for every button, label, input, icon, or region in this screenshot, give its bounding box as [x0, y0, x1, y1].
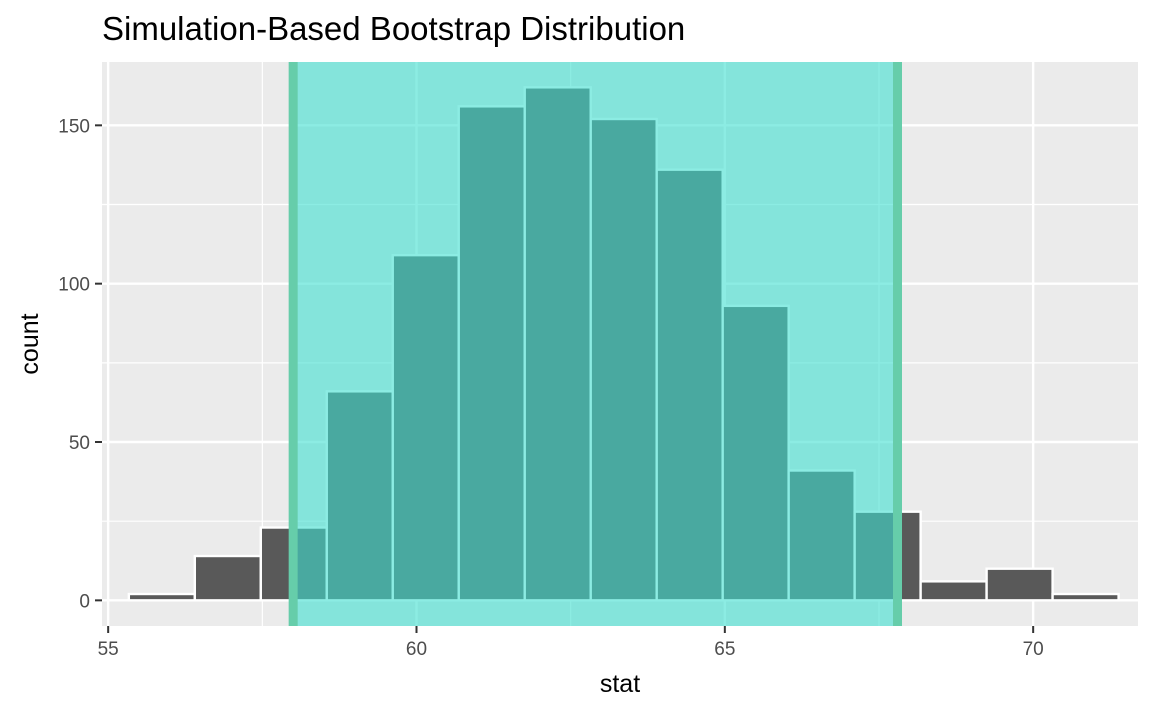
histogram-bar: [1051, 592, 1120, 602]
chart-title: Simulation-Based Bootstrap Distribution: [102, 10, 685, 47]
x-tick-label: 65: [714, 639, 735, 660]
histogram-bar: [127, 592, 197, 602]
y-axis-ticks: 0 50 100 150: [58, 116, 102, 612]
x-axis-title: stat: [600, 670, 640, 698]
y-tick-label: 150: [58, 116, 90, 137]
confidence-interval: [288, 62, 902, 626]
x-tick-label: 70: [1023, 639, 1044, 660]
y-tick-label: 100: [58, 275, 90, 296]
y-axis-title: count: [16, 313, 44, 374]
y-tick-label: 50: [69, 433, 90, 454]
ci-shade: [293, 62, 898, 626]
histogram-bar: [919, 580, 988, 602]
histogram-bar: [193, 554, 262, 602]
histogram-bar: [985, 567, 1054, 602]
y-tick-label: 0: [79, 591, 90, 612]
x-axis-ticks: 55 60 65 70: [98, 626, 1044, 660]
x-tick-label: 60: [406, 639, 427, 660]
x-tick-label: 55: [98, 639, 119, 660]
